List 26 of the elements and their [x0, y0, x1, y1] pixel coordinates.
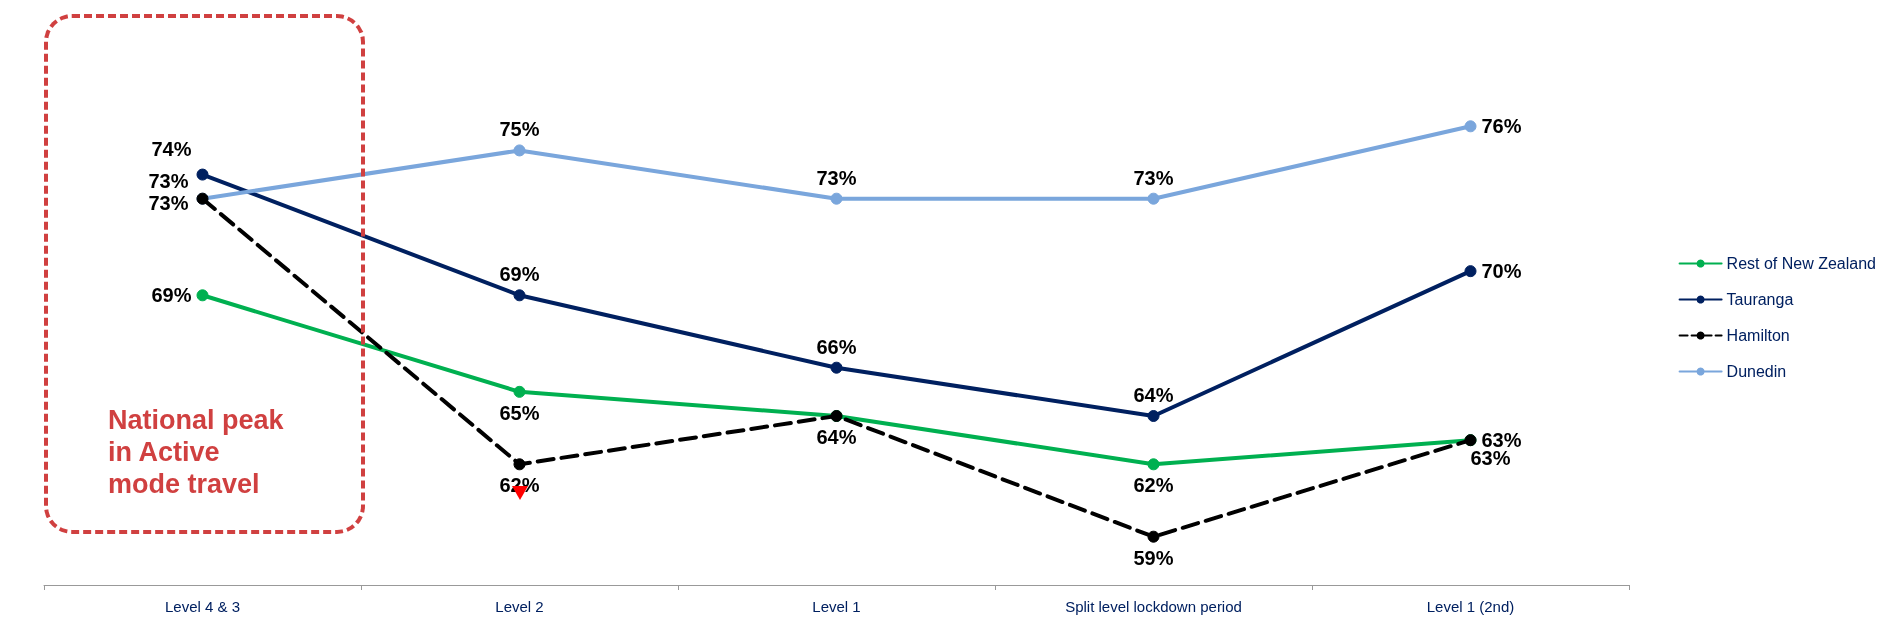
- data-label: 73%: [148, 191, 189, 214]
- legend-label: Hamilton: [1726, 327, 1790, 344]
- data-label: 75%: [499, 118, 540, 141]
- data-label: 64%: [816, 426, 857, 448]
- x-tick-label: Level 2: [495, 598, 544, 615]
- data-label: 70%: [1481, 260, 1522, 283]
- data-label: 66%: [816, 335, 857, 358]
- data-label: 76%: [1481, 115, 1522, 138]
- x-tick-label: Level 4 & 3: [164, 598, 241, 615]
- data-label: 69%: [499, 263, 540, 286]
- data-label: 65%: [499, 401, 540, 424]
- data-label: 59%: [1133, 546, 1174, 569]
- x-tick-label: Split level lockdown period: [1065, 598, 1242, 615]
- annotation: National peak in Active mode travel: [108, 404, 285, 500]
- data-label: 62%: [1133, 474, 1174, 497]
- data-label: 73%: [148, 169, 189, 192]
- legend-label: Rest of New Zealand: [1726, 255, 1876, 272]
- data-label: 73%: [1133, 166, 1174, 189]
- data-label: 64%: [1133, 384, 1174, 406]
- data-label: 74%: [151, 137, 192, 160]
- legend-label: Tauranga: [1726, 291, 1794, 308]
- data-label: 73%: [816, 166, 857, 189]
- x-tick-label: Level 1 (2nd): [1426, 598, 1515, 615]
- x-tick-label: Level 1: [812, 598, 861, 615]
- data-label: 69%: [151, 284, 192, 307]
- legend-label: Dunedin: [1726, 363, 1787, 380]
